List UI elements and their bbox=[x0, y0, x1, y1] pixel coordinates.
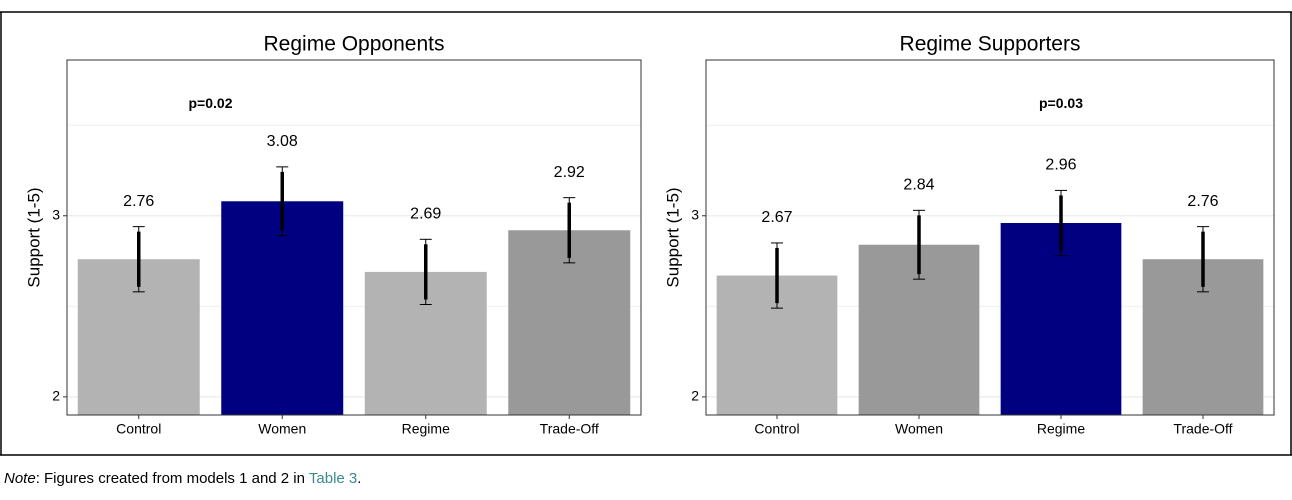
y-tick-label: 2 bbox=[52, 388, 60, 404]
x-tick-label: Women bbox=[895, 421, 943, 437]
value-label: 2.76 bbox=[123, 193, 154, 210]
y-tick-label: 3 bbox=[52, 206, 60, 222]
y-axis-label: Support (1-5) bbox=[24, 187, 43, 287]
plot-border bbox=[66, 59, 642, 416]
x-tick-label: Control bbox=[754, 421, 799, 437]
value-label: 2.69 bbox=[410, 206, 441, 223]
y-axis-label: Support (1-5) bbox=[663, 187, 682, 287]
bar bbox=[221, 201, 344, 415]
value-label: 2.76 bbox=[1187, 193, 1218, 210]
x-tick-label: Trade-Off bbox=[1173, 421, 1232, 437]
x-tick-label: Trade-Off bbox=[540, 421, 599, 437]
value-label: 3.08 bbox=[267, 133, 298, 150]
value-label: 2.67 bbox=[761, 209, 792, 226]
x-tick-label: Control bbox=[116, 421, 161, 437]
value-label: 2.92 bbox=[554, 164, 585, 181]
note-end: . bbox=[357, 470, 362, 487]
x-tick-label: Regime bbox=[1037, 421, 1085, 437]
table-link[interactable]: Table 3 bbox=[308, 470, 358, 487]
y-tick-label: 3 bbox=[691, 206, 699, 222]
plot-border bbox=[705, 59, 1275, 416]
panel-title: Regime Opponents bbox=[264, 33, 445, 56]
y-tick-label: 2 bbox=[691, 388, 699, 404]
annotation: p=0.03 bbox=[1039, 95, 1083, 111]
figure: Regime Opponents Support (1-5) 2 3 2.76 Contr… bbox=[0, 11, 1292, 456]
annotation: p=0.02 bbox=[189, 95, 233, 111]
note-label: Note bbox=[4, 470, 36, 487]
x-tick-label: Women bbox=[258, 421, 306, 437]
note-text: : Figures created from models 1 and 2 in bbox=[35, 470, 309, 487]
x-tick-label: Regime bbox=[402, 421, 450, 437]
value-label: 2.84 bbox=[903, 177, 934, 194]
panel-title: Regime Supporters bbox=[900, 33, 1081, 56]
value-label: 2.96 bbox=[1045, 157, 1076, 174]
note: Note: Figures created from models 1 and … bbox=[4, 470, 361, 487]
